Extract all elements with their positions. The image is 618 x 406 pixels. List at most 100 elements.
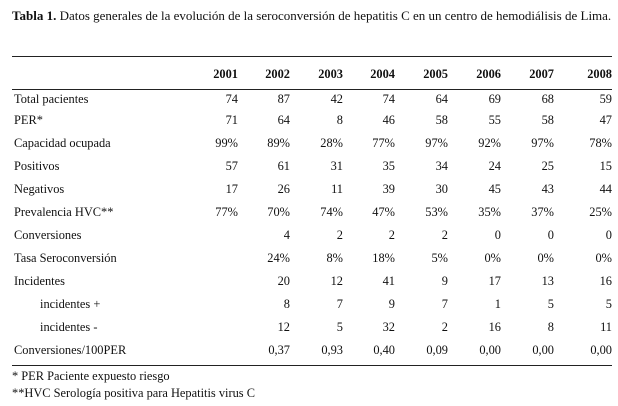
table-row: Negativos 17 26 11 39 30 45 43 44 [12, 178, 612, 201]
table-cell: 8 [547, 320, 554, 334]
table-row: Prevalencia HVC** 77% 70% 74% 47% 53% 35% 37% 25… [12, 201, 612, 224]
table-row: Positivos 57 61 31 35 34 24 25 15 [12, 155, 612, 178]
table-cell: 44 [599, 182, 612, 196]
table-row: PER* 71 64 8 46 58 55 58 47 [12, 109, 612, 132]
table-cell: 7 [336, 297, 343, 311]
table-cell: 61 [277, 159, 290, 173]
header-rule [12, 89, 612, 90]
table-cell: 9 [441, 274, 448, 288]
table-cell: 1 [494, 297, 501, 311]
table-cell: 28% [320, 136, 343, 150]
row-label: incidentes + [40, 297, 101, 311]
table-cell: 11 [600, 320, 612, 334]
table-cell: 64 [435, 92, 448, 106]
row-label: Incidentes [14, 274, 65, 288]
table-cell: 58 [541, 113, 554, 127]
bottom-rule [12, 365, 612, 366]
table-cell: 11 [331, 182, 343, 196]
table-cell: 0,40 [373, 343, 395, 357]
header-cell-label [12, 62, 182, 86]
table-cell: 5 [336, 320, 343, 334]
table-cell: 0% [484, 251, 501, 265]
table-row: incidentes - 12 5 32 2 16 8 11 [12, 316, 612, 339]
table-cell [182, 316, 238, 339]
table-cell: 0% [537, 251, 554, 265]
table-cell: 25 [541, 159, 554, 173]
header-cell-year: 2002 [265, 66, 290, 81]
table-cell: 25% [589, 205, 612, 219]
header-cell-year: 2004 [370, 66, 395, 81]
table-cell: 17 [488, 274, 501, 288]
table-cell: 78% [589, 136, 612, 150]
table-cell: 8% [326, 251, 343, 265]
header-cell-year: 2006 [476, 66, 501, 81]
table-cell: 24 [488, 159, 501, 173]
table-cell: 0,00 [479, 343, 501, 357]
table-cell: 9 [388, 297, 395, 311]
table-cell: 0 [494, 228, 501, 242]
table-cell: 53% [425, 205, 448, 219]
table-cell: 68 [541, 92, 554, 106]
table-cell: 0% [595, 251, 612, 265]
table-cell: 0,09 [426, 343, 448, 357]
caption-text: Datos generales de la evolución de la se… [59, 8, 612, 23]
table-row: Conversiones 4 2 2 2 0 0 0 [12, 224, 612, 247]
table-caption: Tabla 1. Datos generales de la evolución… [12, 8, 612, 23]
data-table: 2001 2002 2003 2004 2005 2006 2007 2008 Total p… [12, 62, 612, 362]
table-cell: 16 [599, 274, 612, 288]
table-cell: 20 [277, 274, 290, 288]
table-cell: 69 [488, 92, 501, 106]
table-cell: 77% [215, 205, 238, 219]
table-cell: 5 [547, 297, 554, 311]
table-cell: 32 [382, 320, 395, 334]
row-label: Conversiones/100PER [14, 343, 127, 357]
table-cell: 41 [382, 274, 395, 288]
table-cell: 17 [225, 182, 238, 196]
table-cell: 0,37 [268, 343, 290, 357]
table-cell: 13 [541, 274, 554, 288]
row-label: incidentes - [40, 320, 98, 334]
table-cell: 57 [225, 159, 238, 173]
table-cell: 74 [225, 92, 238, 106]
row-label: Positivos [14, 159, 60, 173]
table-row: Total pacientes 74 87 42 74 64 69 68 59 [12, 86, 612, 109]
row-label: Tasa Seroconversión [14, 251, 117, 265]
table-row: Tasa Seroconversión 24% 8% 18% 5% 0% 0% 0% [12, 247, 612, 270]
table-cell: 71 [225, 113, 238, 127]
table-cell: 97% [531, 136, 554, 150]
table-cell: 34 [435, 159, 448, 173]
table-row: Conversiones/100PER 0,37 0,93 0,40 0,09 0,00 0… [12, 339, 612, 362]
table-cell: 15 [599, 159, 612, 173]
table-cell: 46 [382, 113, 395, 127]
table-cell: 58 [435, 113, 448, 127]
table-cell: 26 [277, 182, 290, 196]
table-row: incidentes + 8 7 9 7 1 5 5 [12, 293, 612, 316]
table-cell: 16 [488, 320, 501, 334]
table-cell [182, 270, 238, 293]
row-label: PER* [14, 113, 43, 127]
table-body: Total pacientes 74 87 42 74 64 69 68 59 PER* 71 64 8… [12, 86, 612, 362]
table-row: Incidentes 20 12 41 9 17 13 16 [12, 270, 612, 293]
table-cell: 0,93 [321, 343, 343, 357]
top-rule [12, 56, 612, 57]
row-label: Capacidad ocupada [14, 136, 111, 150]
table-cell: 42 [330, 92, 343, 106]
table-cell: 97% [425, 136, 448, 150]
table-cell: 2 [441, 228, 448, 242]
table-cell: 77% [372, 136, 395, 150]
table-cell [182, 247, 238, 270]
table-cell: 12 [277, 320, 290, 334]
footnote-per: * PER Paciente expuesto riesgo [12, 369, 170, 383]
table-cell [182, 339, 238, 362]
table-cell: 64 [277, 113, 290, 127]
table-cell: 4 [283, 228, 290, 242]
table-cell: 5 [605, 297, 612, 311]
row-label: Conversiones [14, 228, 82, 242]
table-cell [182, 224, 238, 247]
table-cell [182, 293, 238, 316]
table-cell: 8 [336, 113, 343, 127]
table-cell: 47 [599, 113, 612, 127]
table-cell: 24% [267, 251, 290, 265]
header-cell-year: 2007 [529, 66, 554, 81]
table-header: 2001 2002 2003 2004 2005 2006 2007 2008 [12, 62, 612, 86]
